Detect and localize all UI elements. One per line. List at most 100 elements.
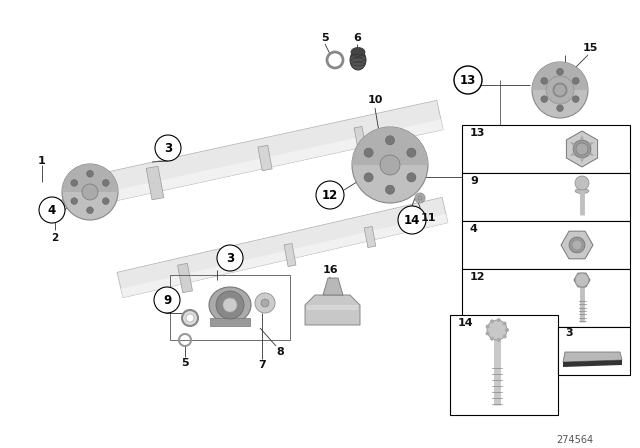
Text: 11: 11 [420, 213, 436, 223]
Text: 8: 8 [276, 347, 284, 357]
Polygon shape [354, 126, 366, 150]
Bar [462, 221, 630, 269]
Circle shape [572, 96, 579, 103]
Polygon shape [305, 295, 360, 325]
Circle shape [385, 185, 394, 194]
Circle shape [497, 338, 500, 342]
Circle shape [557, 105, 563, 112]
Text: 15: 15 [582, 43, 598, 53]
Circle shape [546, 76, 574, 104]
Circle shape [261, 299, 269, 307]
Circle shape [182, 310, 198, 326]
Circle shape [380, 155, 400, 175]
Circle shape [532, 62, 588, 118]
Polygon shape [258, 145, 272, 171]
Circle shape [102, 180, 109, 186]
Polygon shape [177, 263, 193, 293]
Circle shape [497, 318, 500, 322]
Text: 14: 14 [458, 318, 474, 328]
Text: 4: 4 [48, 203, 56, 216]
Text: 13: 13 [460, 73, 476, 86]
Circle shape [407, 173, 416, 182]
Circle shape [86, 170, 93, 177]
Bar [462, 125, 630, 173]
Circle shape [557, 69, 563, 75]
Polygon shape [121, 214, 448, 297]
Circle shape [364, 148, 373, 157]
Polygon shape [570, 152, 575, 156]
Circle shape [407, 148, 416, 157]
Circle shape [186, 314, 194, 322]
Polygon shape [566, 131, 598, 167]
Text: 3: 3 [164, 142, 172, 155]
Text: 1: 1 [38, 156, 46, 166]
Polygon shape [561, 231, 593, 259]
Circle shape [418, 196, 422, 200]
Text: 16: 16 [322, 265, 338, 275]
Bar [450, 315, 558, 415]
Circle shape [154, 287, 180, 313]
Polygon shape [563, 352, 622, 362]
Polygon shape [146, 166, 164, 200]
Ellipse shape [350, 50, 366, 70]
Circle shape [102, 198, 109, 204]
Text: 12: 12 [470, 272, 486, 282]
Polygon shape [96, 120, 443, 205]
Text: 3: 3 [226, 251, 234, 264]
Circle shape [486, 325, 490, 328]
Wedge shape [532, 62, 588, 90]
Polygon shape [580, 158, 584, 163]
Bar [210, 318, 250, 326]
Circle shape [502, 322, 507, 326]
Polygon shape [570, 142, 575, 146]
Circle shape [39, 197, 65, 223]
Circle shape [490, 336, 494, 340]
Text: 4: 4 [470, 224, 478, 234]
Circle shape [572, 78, 579, 84]
Circle shape [486, 332, 490, 336]
Circle shape [385, 136, 394, 145]
Circle shape [569, 237, 585, 253]
Polygon shape [563, 360, 622, 367]
Ellipse shape [351, 47, 365, 56]
Circle shape [155, 135, 181, 161]
Circle shape [573, 140, 591, 158]
Circle shape [217, 245, 243, 271]
Circle shape [316, 181, 344, 209]
Polygon shape [574, 273, 590, 287]
Circle shape [62, 164, 118, 220]
Circle shape [364, 173, 373, 182]
Text: 9: 9 [163, 293, 171, 306]
Text: 2: 2 [51, 233, 59, 243]
Wedge shape [352, 127, 428, 165]
Ellipse shape [209, 287, 251, 323]
Text: 3: 3 [565, 328, 573, 338]
Circle shape [415, 193, 425, 203]
Polygon shape [589, 142, 594, 146]
Text: 10: 10 [367, 95, 383, 105]
Polygon shape [284, 243, 296, 267]
Circle shape [71, 198, 77, 204]
Circle shape [216, 291, 244, 319]
Circle shape [541, 78, 548, 84]
Bar [462, 173, 630, 221]
Circle shape [487, 320, 507, 340]
Text: 7: 7 [258, 360, 266, 370]
Bar [462, 269, 630, 327]
Circle shape [505, 328, 509, 332]
Circle shape [86, 207, 93, 214]
Bar [558, 327, 630, 375]
Polygon shape [323, 278, 343, 295]
Text: 6: 6 [353, 33, 361, 43]
Text: 9: 9 [470, 176, 478, 186]
Circle shape [554, 84, 566, 96]
Polygon shape [589, 152, 594, 156]
Circle shape [541, 96, 548, 103]
Circle shape [575, 273, 589, 287]
Circle shape [553, 83, 567, 97]
Text: 14: 14 [404, 214, 420, 227]
Circle shape [572, 240, 582, 250]
Ellipse shape [575, 189, 589, 194]
Polygon shape [92, 100, 443, 205]
Circle shape [398, 206, 426, 234]
